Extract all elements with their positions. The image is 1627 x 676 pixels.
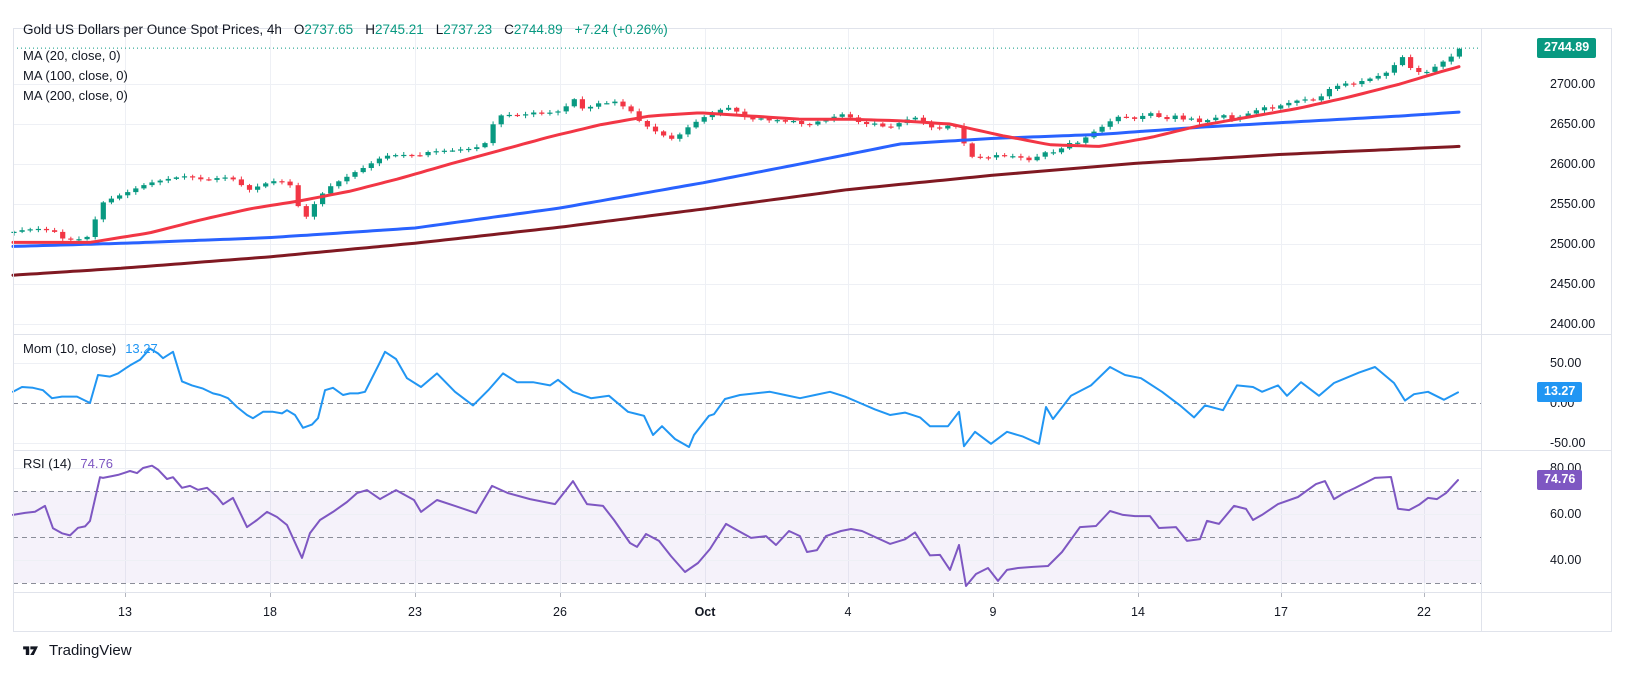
price-axis-scale[interactable] (1481, 28, 1612, 592)
axis-tick-label: 22 (1417, 605, 1431, 619)
chart-title-row[interactable]: Gold US Dollars per Ounce Spot Prices, 4… (23, 22, 668, 37)
momentum-badge: 13.27 (1537, 382, 1583, 403)
axis-tick-label: 23 (408, 605, 422, 619)
axis-tick-label: Oct (694, 605, 716, 619)
chart-frame-border (13, 28, 1612, 632)
ohlc-low: L2737.23 (435, 22, 493, 37)
axis-tick-label: 17 (1274, 605, 1288, 619)
axis-tick-label: 2400.00 (1550, 317, 1596, 331)
axis-tick-label: 2700.00 (1550, 77, 1596, 91)
ma20-line (11, 65, 1461, 244)
axis-tick-label: 14 (1131, 605, 1145, 619)
axis-tick-label: 2600.00 (1550, 157, 1596, 171)
symbol-title: Gold US Dollars per Ounce Spot Prices, 4… (23, 22, 282, 37)
legend-momentum[interactable]: Mom (10, close) 13.27 (23, 341, 158, 356)
rsi-value: 74.76 (80, 456, 113, 471)
ohlc-close: C2744.89 (504, 22, 563, 37)
ma100-line (11, 110, 1461, 248)
last-price-badge: 2744.89 (1537, 38, 1597, 59)
axis-tick-label: 2500.00 (1550, 237, 1596, 251)
legend-ma20[interactable]: MA (20, close, 0) (23, 48, 121, 63)
axis-tick-label: 2550.00 (1550, 197, 1596, 211)
axis-tick-label: 4 (844, 605, 852, 619)
momentum-line (12, 347, 1459, 448)
ohlc-open: O2737.65 (293, 22, 354, 37)
rsi-badge: 74.76 (1537, 470, 1583, 491)
legend-ma100[interactable]: MA (100, close, 0) (23, 68, 128, 83)
ma200-line (11, 144, 1461, 277)
price-change: +7.24 (+0.26%) (574, 22, 668, 37)
momentum-label: Mom (10, close) (23, 341, 117, 356)
axis-tick-label: 26 (553, 605, 567, 619)
momentum-value: 13.27 (125, 341, 158, 356)
chart-plot-area[interactable] (13, 28, 1481, 592)
axis-tick-label: 13 (118, 605, 132, 619)
ohlc-high: H2745.21 (365, 22, 424, 37)
axis-tick-label: 18 (263, 605, 277, 619)
rsi-label: RSI (14) (23, 456, 72, 471)
tradingview-logo-text: TradingView (49, 642, 132, 659)
axis-tick-label: 2650.00 (1550, 117, 1596, 131)
axis-tick-label: 9 (989, 605, 997, 619)
legend-rsi[interactable]: RSI (14) 74.76 (23, 456, 113, 471)
axis-tick-label: 2450.00 (1550, 277, 1596, 291)
axis-tick-label: 40.00 (1550, 553, 1582, 567)
axis-tick-label: 50.00 (1550, 356, 1582, 370)
tradingview-logo-icon (23, 646, 38, 656)
legend-ma200[interactable]: MA (200, close, 0) (23, 88, 128, 103)
rsi-line (12, 464, 1459, 587)
axis-tick-label: 60.00 (1550, 507, 1582, 521)
tradingview-logo[interactable]: TradingView (22, 641, 132, 660)
axis-tick-label: -50.00 (1550, 436, 1586, 450)
